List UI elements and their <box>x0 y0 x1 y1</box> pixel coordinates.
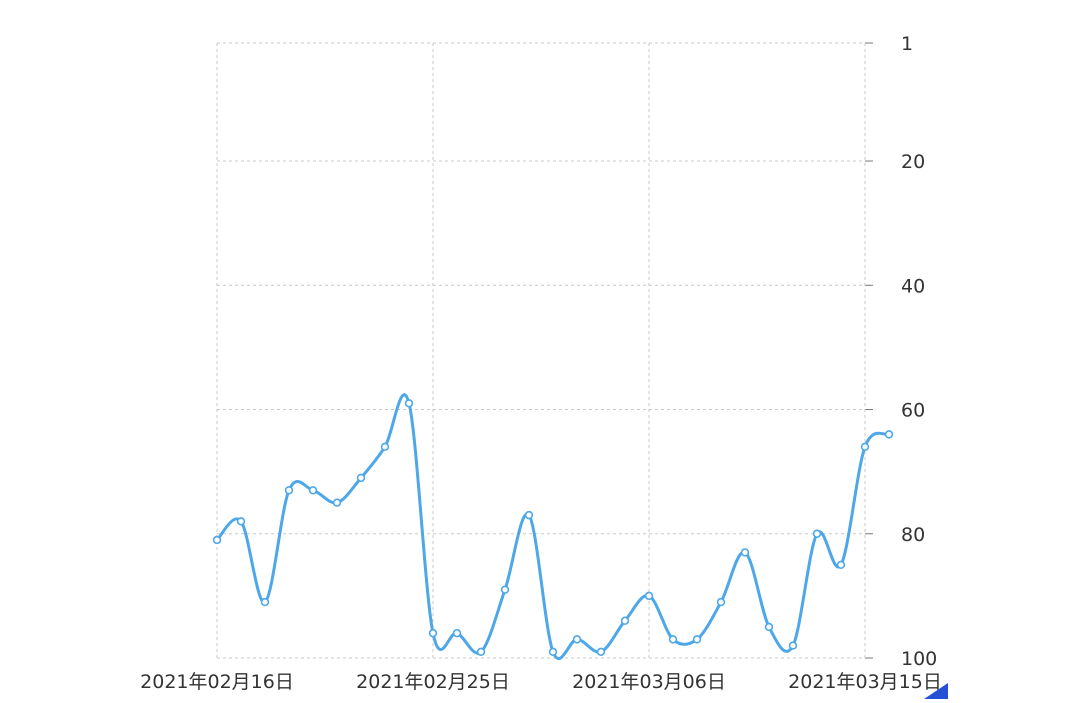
corner-mark-shape <box>924 683 948 699</box>
data-point-2021-02-16[interactable] <box>212 535 222 545</box>
y-tick-label-40: 40 <box>901 275 925 297</box>
data-point-2021-02-21[interactable] <box>332 498 342 507</box>
data-point-2021-03-05[interactable] <box>620 616 630 625</box>
data-point-2021-02-20[interactable] <box>308 486 318 495</box>
data-point-2021-03-10[interactable] <box>740 548 750 557</box>
data-point-2021-03-07[interactable] <box>668 635 678 644</box>
data-point-2021-03-13[interactable] <box>812 529 822 538</box>
x-tick-label-0: 2021年02月16日 <box>140 671 294 693</box>
data-point-2021-03-14[interactable] <box>836 560 846 570</box>
point-layer <box>212 399 894 656</box>
data-point-2021-03-09[interactable] <box>716 597 726 607</box>
corner-mark <box>924 683 948 699</box>
y-tick-label-80: 80 <box>901 524 925 546</box>
data-point-2021-03-16[interactable] <box>884 430 894 439</box>
y-tick-label-1: 1 <box>901 33 913 55</box>
data-point-2021-02-23[interactable] <box>380 442 390 451</box>
data-point-2021-03-06[interactable] <box>644 591 654 601</box>
y-tick-label-60: 60 <box>901 400 925 422</box>
data-point-2021-02-24[interactable] <box>404 399 414 408</box>
data-point-2021-03-15[interactable] <box>860 442 870 451</box>
data-point-2021-03-03[interactable] <box>572 635 582 644</box>
data-point-2021-02-18[interactable] <box>260 597 270 607</box>
data-point-2021-03-01[interactable] <box>524 510 534 520</box>
data-point-2021-02-28[interactable] <box>500 585 510 594</box>
y-tick-label-20: 20 <box>901 151 925 173</box>
axis-label-layer: 1 20 40 60 80 100 2021年02月16日 2021年02月25日 2021年0… <box>140 33 942 693</box>
series-line-0 <box>215 393 891 661</box>
data-point-2021-03-11[interactable] <box>764 622 774 632</box>
data-point-2021-02-22[interactable] <box>356 473 366 483</box>
x-tick-label-3: 2021年03月15日 <box>788 671 942 693</box>
x-tick-label-1: 2021年02月25日 <box>356 671 510 693</box>
data-point-2021-03-12[interactable] <box>788 641 798 650</box>
data-point-2021-02-27[interactable] <box>476 647 486 656</box>
data-point-2021-02-17[interactable] <box>236 517 246 526</box>
data-point-2021-03-08[interactable] <box>692 635 702 644</box>
data-point-2021-03-02[interactable] <box>548 647 558 656</box>
data-point-2021-02-25[interactable] <box>428 628 438 638</box>
data-point-2021-02-19[interactable] <box>284 486 294 495</box>
y-tick-label-100: 100 <box>901 648 937 670</box>
data-point-2021-02-26[interactable] <box>452 628 462 638</box>
grid-layer <box>216 42 873 659</box>
data-point-2021-03-04[interactable] <box>596 647 606 656</box>
series-layer <box>215 393 891 661</box>
x-tick-label-2: 2021年03月06日 <box>572 671 726 693</box>
